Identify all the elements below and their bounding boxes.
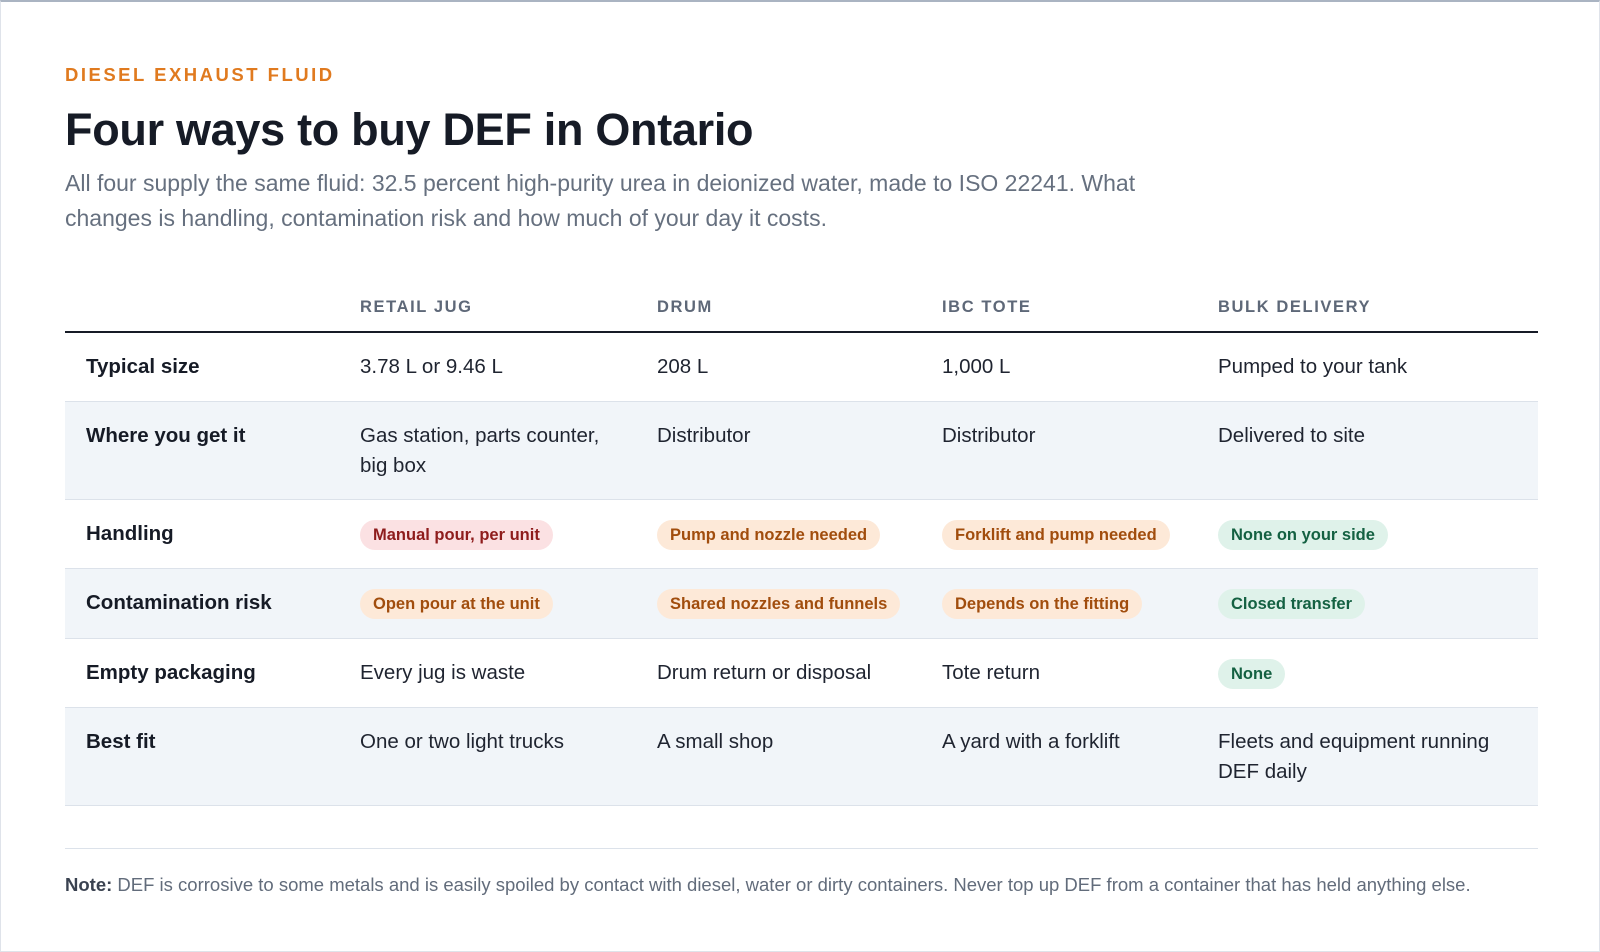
table-cell: A yard with a forklift xyxy=(942,730,1120,753)
table-header: RETAIL JUG DRUM IBC TOTE BULK DELIVERY xyxy=(65,288,1538,333)
status-badge: Open pour at the unit xyxy=(360,589,553,619)
table-row: Handling Manual pour, per unit Pump and … xyxy=(65,500,1538,569)
table-cell: Depends on the fitting xyxy=(942,588,1143,619)
row-label: Handling xyxy=(86,522,174,545)
page-subtitle: All four supply the same fluid: 32.5 per… xyxy=(65,170,1136,231)
table-cell: Fleets and equipment running DEF daily xyxy=(1218,730,1490,783)
table-cell: Every jug is waste xyxy=(360,661,526,684)
row-label: Contamination risk xyxy=(86,591,272,614)
table-cell: Forklift and pump needed xyxy=(942,519,1170,550)
row-label: Empty packaging xyxy=(86,661,256,684)
table-cell: Pump and nozzle needed xyxy=(657,519,881,550)
comparison-table: RETAIL JUG DRUM IBC TOTE BULK DELIVERY T… xyxy=(65,288,1538,806)
table-cell: None on your side xyxy=(1218,519,1388,550)
status-badge: Manual pour, per unit xyxy=(360,520,553,550)
table-row: Typical size 3.78 L or 9.46 L 208 L 1,00… xyxy=(65,333,1538,402)
table-cell: Distributor xyxy=(657,424,751,447)
column-header-retail-jug: RETAIL JUG xyxy=(360,298,473,316)
table-row: Where you get it Gas station, parts coun… xyxy=(65,402,1538,500)
row-label: Where you get it xyxy=(86,424,246,447)
table-cell: Tote return xyxy=(942,661,1040,684)
table-row: Empty packaging Every jug is waste Drum … xyxy=(65,639,1538,708)
page-title: Four ways to buy DEF in Ontario xyxy=(65,104,754,155)
table-cell: A small shop xyxy=(657,730,774,753)
status-badge: Depends on the fitting xyxy=(942,589,1143,619)
status-badge: Closed transfer xyxy=(1218,589,1366,619)
table-cell: Pumped to your tank xyxy=(1218,355,1408,378)
footer-divider xyxy=(65,848,1538,849)
status-badge: Forklift and pump needed xyxy=(942,520,1170,550)
table-cell: 208 L xyxy=(657,355,709,378)
status-badge: Shared nozzles and funnels xyxy=(657,589,901,619)
note-text: DEF is corrosive to some metals and is e… xyxy=(112,874,1471,895)
table-cell: Drum return or disposal xyxy=(657,661,872,684)
table-cell: None xyxy=(1218,658,1286,689)
table-cell: Gas station, parts counter, big box xyxy=(360,424,600,477)
table-row: Contamination risk Open pour at the unit… xyxy=(65,569,1538,639)
eyebrow-label: DIESEL EXHAUST FLUID xyxy=(65,64,335,85)
status-badge: None xyxy=(1218,659,1286,689)
column-header-bulk-delivery: BULK DELIVERY xyxy=(1218,298,1372,316)
row-label: Best fit xyxy=(86,730,156,753)
table-cell: Distributor xyxy=(942,424,1036,447)
status-badge: None on your side xyxy=(1218,520,1388,550)
row-label: Typical size xyxy=(86,355,200,378)
note-label: Note: xyxy=(65,874,113,895)
table-cell: Open pour at the unit xyxy=(360,588,553,619)
table-cell: One or two light trucks xyxy=(360,730,564,753)
table-cell: Manual pour, per unit xyxy=(360,519,553,550)
table-cell: Delivered to site xyxy=(1218,424,1365,447)
footnote: Note: DEF is corrosive to some metals an… xyxy=(65,874,1538,896)
table-row: Best fit One or two light trucks A small… xyxy=(65,708,1538,806)
table-cell: 3.78 L or 9.46 L xyxy=(360,355,503,378)
status-badge: Pump and nozzle needed xyxy=(657,520,881,550)
table-cell: 1,000 L xyxy=(942,355,1011,378)
column-header-drum: DRUM xyxy=(657,298,713,316)
table-cell: Shared nozzles and funnels xyxy=(657,588,901,619)
table-cell: Closed transfer xyxy=(1218,588,1366,619)
column-header-ibc-tote: IBC TOTE xyxy=(942,298,1032,316)
